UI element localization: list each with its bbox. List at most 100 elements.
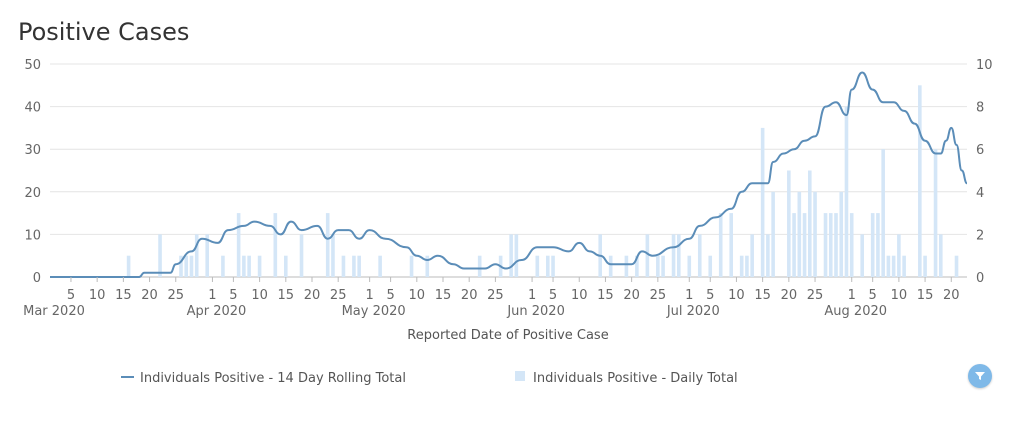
x-tick-label: 1 bbox=[685, 288, 693, 303]
daily-total-bar bbox=[802, 213, 807, 277]
x-tick-label: 10 bbox=[251, 288, 268, 303]
x-tick-label: 15 bbox=[435, 288, 452, 303]
x-tick-label: 20 bbox=[623, 288, 640, 303]
daily-total-bar bbox=[608, 255, 613, 277]
daily-total-bar bbox=[808, 170, 812, 277]
daily-total-bar bbox=[923, 255, 927, 277]
x-tick-label: 20 bbox=[461, 288, 478, 303]
daily-total-bar bbox=[184, 255, 189, 277]
x-month-label: Mar 2020 bbox=[23, 304, 85, 319]
x-month-label: Apr 2020 bbox=[187, 304, 247, 319]
x-tick-label: 5 bbox=[869, 288, 877, 303]
daily-total-bar bbox=[918, 85, 922, 277]
daily-total-bar bbox=[645, 234, 650, 277]
x-tick-label: 15 bbox=[917, 288, 934, 303]
legend-label-daily-total: Individuals Positive - Daily Total bbox=[533, 371, 738, 386]
right-axis-tick-label: 8 bbox=[976, 101, 984, 116]
x-tick-label: 15 bbox=[278, 288, 295, 303]
left-axis-tick-label: 10 bbox=[24, 228, 41, 243]
daily-total-bar bbox=[378, 255, 382, 277]
daily-total-bar bbox=[635, 255, 639, 277]
left-axis-tick-label: 50 bbox=[24, 58, 41, 73]
daily-total-bar bbox=[792, 213, 796, 277]
daily-total-bar bbox=[179, 255, 183, 277]
daily-total-bar bbox=[221, 255, 225, 277]
x-tick-label: 10 bbox=[891, 288, 908, 303]
daily-total-bar bbox=[656, 255, 660, 277]
right-axis-tick-label: 6 bbox=[976, 143, 984, 158]
daily-total-bar bbox=[834, 213, 838, 277]
x-tick-label: 25 bbox=[650, 288, 667, 303]
daily-total-bar bbox=[341, 255, 346, 277]
daily-total-bar bbox=[860, 234, 864, 277]
x-tick-label: 5 bbox=[706, 288, 714, 303]
x-tick-label: 20 bbox=[781, 288, 798, 303]
filter-icon bbox=[975, 372, 985, 380]
legend-item-daily-total[interactable]: Individuals Positive - Daily Total bbox=[515, 371, 738, 386]
gridlines bbox=[50, 63, 967, 278]
daily-total-bar bbox=[284, 255, 288, 277]
x-tick-label: 25 bbox=[330, 288, 347, 303]
daily-total-bar bbox=[760, 127, 765, 278]
x-tick-label: 1 bbox=[848, 288, 856, 303]
daily-total-bar bbox=[881, 149, 885, 277]
right-axis-tick-label: 4 bbox=[976, 186, 984, 201]
daily-total-bar bbox=[729, 213, 733, 277]
daily-total-bar bbox=[718, 213, 723, 277]
x-tick-label: 10 bbox=[409, 288, 426, 303]
x-tick-label: 10 bbox=[571, 288, 588, 303]
daily-total-bar bbox=[771, 191, 775, 277]
daily-total-bar bbox=[876, 213, 880, 277]
daily-total-bar bbox=[189, 255, 194, 277]
daily-total-bar bbox=[477, 255, 482, 277]
daily-total-bar bbox=[535, 255, 540, 277]
x-month-label: Jul 2020 bbox=[666, 304, 720, 319]
bar-series-daily-total bbox=[126, 85, 959, 278]
daily-total-bar bbox=[954, 255, 959, 277]
daily-total-bar bbox=[194, 234, 199, 277]
filter-button[interactable] bbox=[968, 364, 992, 388]
daily-total-bar bbox=[687, 255, 692, 277]
daily-total-bar bbox=[797, 191, 802, 277]
daily-total-bar bbox=[514, 234, 519, 277]
left-axis-tick-label: 0 bbox=[33, 271, 41, 286]
rolling-total-line bbox=[50, 71, 968, 279]
daily-total-bar bbox=[939, 234, 943, 277]
daily-total-bar bbox=[257, 255, 262, 277]
daily-total-bar bbox=[766, 234, 770, 277]
x-tick-label: 10 bbox=[89, 288, 106, 303]
daily-total-bar bbox=[902, 255, 906, 277]
x-tick-label: 20 bbox=[141, 288, 158, 303]
daily-total-bar bbox=[624, 255, 629, 277]
x-tick-label: 15 bbox=[597, 288, 614, 303]
daily-total-bar bbox=[839, 191, 844, 277]
left-axis-tick-label: 20 bbox=[24, 186, 41, 201]
x-tick-label: 25 bbox=[487, 288, 504, 303]
daily-total-bar bbox=[677, 234, 681, 277]
line-series-rolling-total bbox=[50, 71, 968, 279]
daily-total-bar bbox=[891, 255, 896, 277]
daily-total-bar bbox=[357, 255, 361, 277]
daily-total-bar bbox=[933, 149, 938, 277]
x-tick-label: 5 bbox=[229, 288, 237, 303]
right-axis-tick-label: 10 bbox=[976, 58, 993, 73]
x-tick-label: 15 bbox=[754, 288, 771, 303]
x-tick-label: 5 bbox=[386, 288, 394, 303]
x-month-label: May 2020 bbox=[342, 304, 406, 319]
chart-title: Positive Cases bbox=[18, 18, 190, 46]
daily-total-bar bbox=[745, 255, 749, 277]
daily-total-bar bbox=[671, 234, 676, 277]
legend: Individuals Positive - 14 Day Rolling To… bbox=[121, 371, 738, 386]
x-month-label: Jun 2020 bbox=[506, 304, 565, 319]
daily-total-bar bbox=[844, 106, 849, 277]
daily-total-bar bbox=[425, 255, 430, 277]
daily-total-bar bbox=[823, 213, 828, 277]
right-axis-tick-label: 2 bbox=[976, 228, 984, 243]
legend-item-rolling-total[interactable]: Individuals Positive - 14 Day Rolling To… bbox=[121, 371, 406, 386]
x-tick-label: 15 bbox=[115, 288, 132, 303]
daily-total-bar bbox=[813, 191, 817, 277]
daily-total-bar bbox=[509, 234, 513, 277]
x-tick-label: 25 bbox=[807, 288, 824, 303]
daily-total-bar bbox=[242, 255, 246, 277]
